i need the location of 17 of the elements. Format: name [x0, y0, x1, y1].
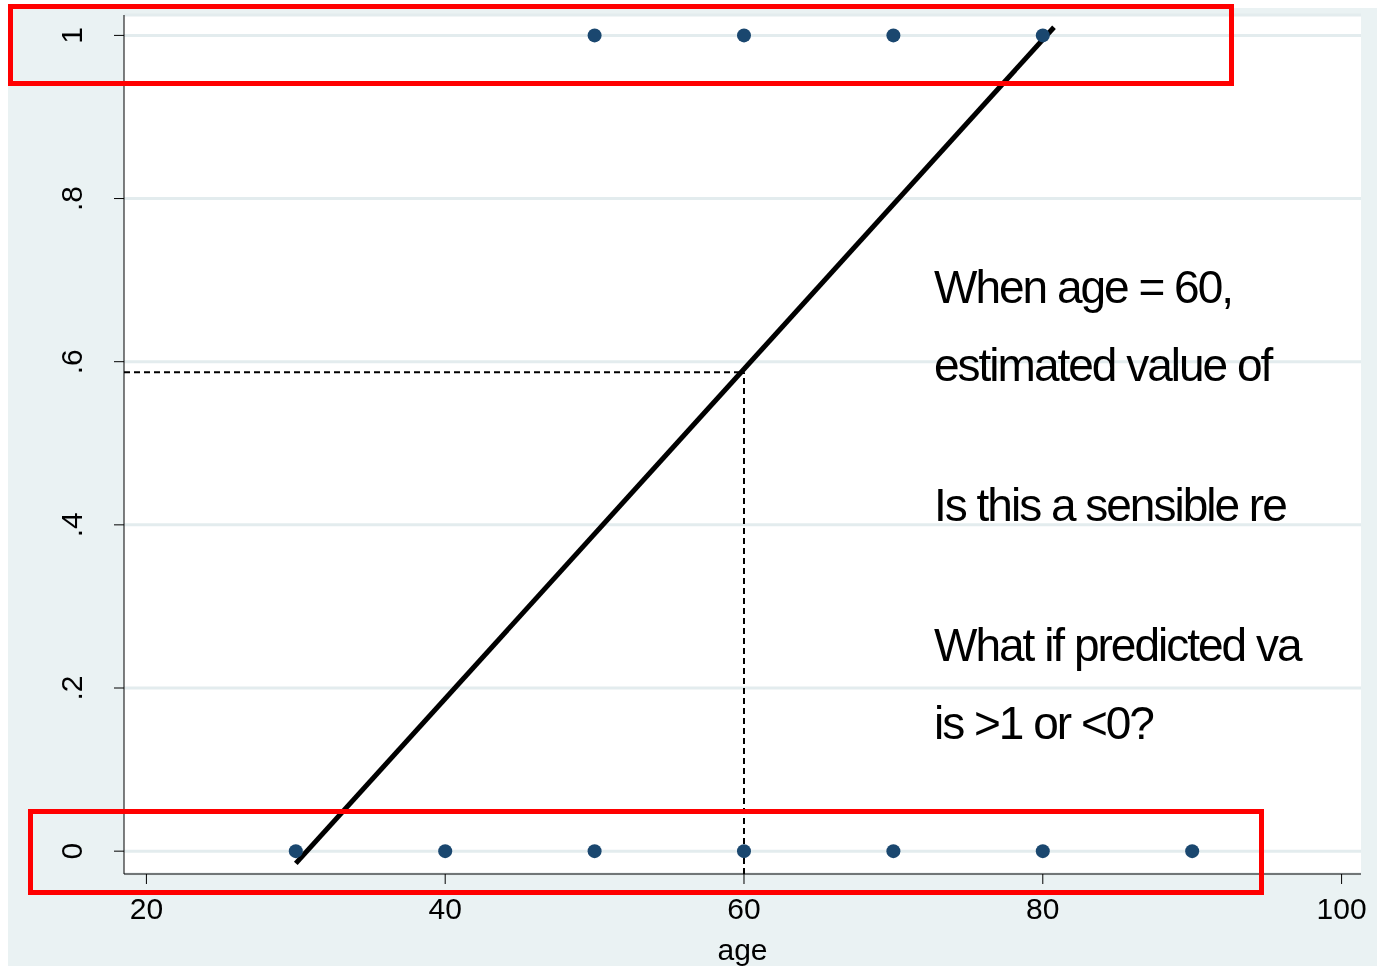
y-tick-label: .2	[55, 675, 88, 701]
x-tick-label: 80	[1026, 892, 1060, 926]
x-tick-label: 100	[1316, 892, 1367, 926]
y-tick-label: .6	[55, 349, 88, 375]
annotation: What if predicted va	[934, 618, 1301, 673]
x-tick-label: 40	[428, 892, 462, 926]
y-tick-label: 0	[55, 842, 88, 860]
annotation: When age = 60,	[934, 260, 1234, 315]
annotation: is >1 or <0?	[934, 696, 1154, 751]
x-tick-label: 60	[727, 892, 761, 926]
x-tick-label: 20	[129, 892, 164, 926]
y-tick-label: 1	[55, 27, 88, 44]
y-tick-label: .4	[55, 512, 88, 538]
x-axis-title: age	[717, 933, 768, 966]
annotation: Is this a sensible re	[934, 478, 1287, 533]
y-tick-label: .8	[55, 186, 88, 212]
annotation: estimated value of	[934, 338, 1273, 393]
